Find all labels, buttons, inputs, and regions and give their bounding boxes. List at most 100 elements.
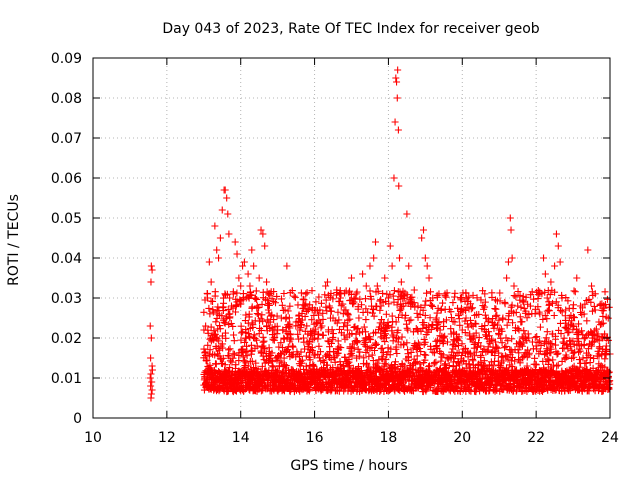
data-point [259,288,267,296]
data-point [337,302,345,310]
data-point [547,345,555,353]
data-point [212,360,220,368]
data-point [373,359,381,367]
data-point [540,254,548,262]
data-point [515,349,523,357]
data-point [306,356,314,364]
data-point [554,349,562,357]
data-point [405,317,413,325]
data-point [366,262,374,270]
data-point [466,316,474,324]
data-point [429,348,437,356]
data-point [386,242,394,250]
data-point [429,321,437,329]
data-point [571,288,579,296]
data-point [146,374,154,382]
data-point [346,350,354,358]
data-point [230,350,238,358]
data-point [392,74,400,82]
data-point [323,361,331,369]
data-point [379,289,387,297]
data-point [294,301,302,309]
data-point [597,362,605,370]
data-point [563,353,571,361]
data-point [570,353,578,361]
data-point [231,238,239,246]
data-point [393,350,401,358]
data-point [575,356,583,364]
data-point [536,323,544,331]
data-point [512,293,520,301]
data-point [360,354,368,362]
data-point [248,246,256,254]
data-point [147,278,155,286]
data-point [477,380,485,388]
data-point [410,286,418,294]
data-point [605,368,613,376]
y-tick-label: 0.06 [51,171,82,187]
data-point [504,258,512,266]
y-tick-label: 0.04 [51,251,82,267]
data-point [442,293,450,301]
data-point [469,291,477,299]
data-point [514,346,522,354]
data-point [257,387,265,395]
data-point [239,353,247,361]
data-point [601,288,609,296]
data-point [516,359,524,367]
data-point [523,362,531,370]
data-point [226,363,234,371]
data-point [245,333,253,341]
data-point [392,343,400,351]
data-point [523,314,531,322]
data-point [355,314,363,322]
data-point [237,336,245,344]
data-point [525,349,533,357]
y-tick-labels: 0 0.01 0.02 0.03 0.04 0.05 0.06 0.07 0.08 0.09 [51,51,82,427]
data-point [228,358,236,366]
data-point [261,242,269,250]
data-point [499,357,507,365]
data-point [491,347,499,355]
data-point [494,344,502,352]
data-point [477,351,485,359]
data-point [543,315,551,323]
data-point [291,293,299,301]
data-point [315,342,323,350]
data-point [395,182,403,190]
data-point [285,314,293,322]
data-points [146,66,614,402]
data-point [369,357,377,365]
data-point [268,349,276,357]
data-point [564,329,572,337]
data-point [554,361,562,369]
y-tick-label: 0 [73,411,82,427]
data-point [319,315,327,323]
data-point [394,126,402,134]
data-point [550,312,558,320]
data-point [536,347,544,355]
data-point [504,355,512,363]
data-point [267,356,275,364]
data-point [350,344,358,352]
data-point [216,234,224,242]
data-point [202,357,210,365]
data-point [281,361,289,369]
data-point [583,317,591,325]
data-point [605,385,613,393]
data-point [546,339,554,347]
data-point [369,309,377,317]
data-point [289,380,297,388]
y-axis-label: ROTI / TECUs [6,194,22,286]
data-point [290,292,298,300]
data-point [403,210,411,218]
data-point [422,297,430,305]
data-point [553,350,561,358]
data-point [425,363,433,371]
data-point [534,295,542,303]
data-point [495,316,503,324]
data-point [586,353,594,361]
data-point [233,250,241,258]
data-point [423,289,431,297]
data-point [378,344,386,352]
